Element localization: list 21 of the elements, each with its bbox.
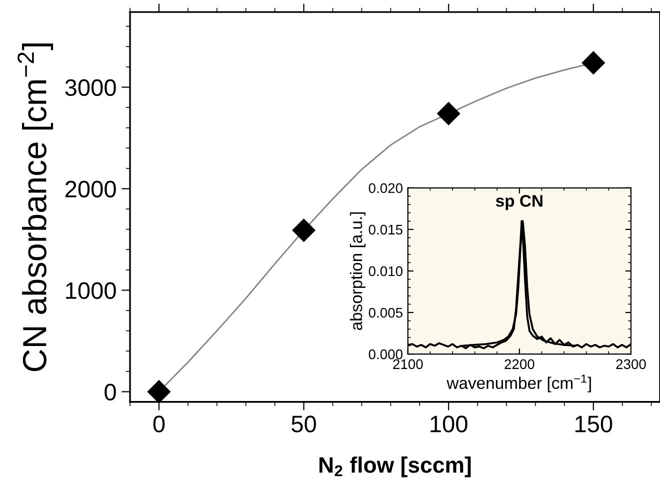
y-tick-label: 0 bbox=[104, 384, 116, 400]
x-tick-label: 2100 bbox=[393, 359, 423, 370]
y-tick-label: 0.000 bbox=[368, 349, 402, 360]
y-tick-label: 1000 bbox=[66, 282, 116, 299]
x-tick-label: 2300 bbox=[616, 359, 646, 370]
x-axis-title: wavenumber [cm$^{−1}$] bbox=[446, 374, 591, 392]
y-tick-label: 0.005 bbox=[368, 308, 402, 318]
y-tick-label: 3000 bbox=[65, 79, 116, 96]
x-tick-label: 150 bbox=[575, 416, 612, 432]
y-axis-title: CN absorbance [cm$^{−2}$] bbox=[18, 44, 54, 372]
x-tick-label: 2200 bbox=[504, 359, 534, 370]
y-tick-label: 0.020 bbox=[368, 183, 402, 194]
x-tick-label: 50 bbox=[292, 416, 316, 432]
y-axis-title: absorption [a.u.] bbox=[350, 212, 366, 330]
x-tick-label: 100 bbox=[430, 416, 468, 432]
annotation: sp CN bbox=[496, 194, 542, 210]
x-axis-title: N$_{2}$ flow [sccm] bbox=[319, 456, 471, 478]
y-tick-label: 0.015 bbox=[368, 224, 402, 235]
y-tick-label: 0.010 bbox=[368, 266, 402, 276]
y-tick-label: 2000 bbox=[65, 180, 116, 198]
x-tick-label: 0 bbox=[153, 416, 165, 432]
